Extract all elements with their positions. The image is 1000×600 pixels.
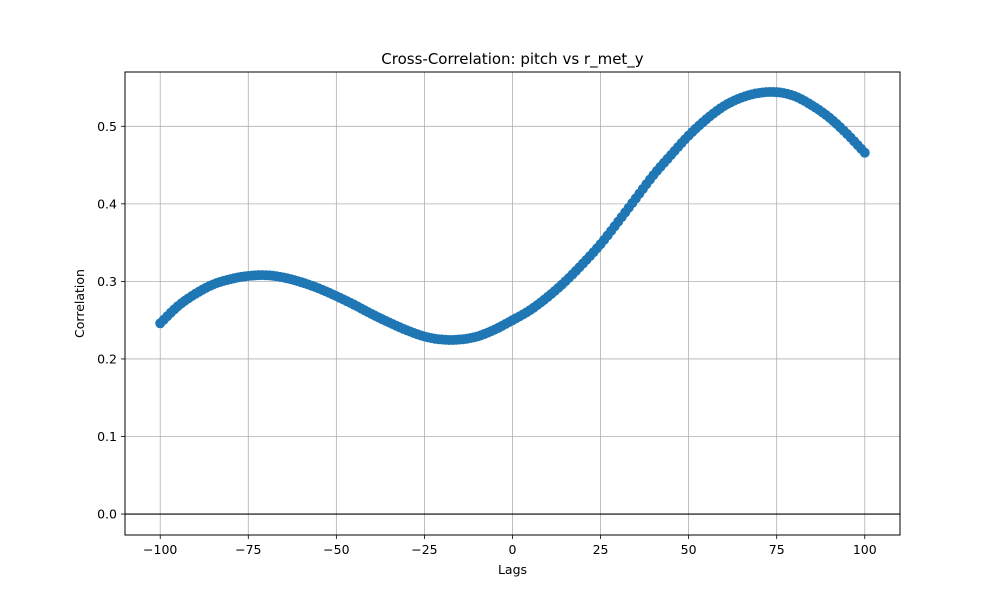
x-axis-ticks: −100 −75 −50 −25 0 25 50 75 100	[143, 535, 877, 557]
y-tick-label: 0.3	[97, 274, 117, 289]
x-tick-label: 75	[769, 542, 785, 557]
y-tick-label: 0.0	[97, 507, 117, 522]
y-tick-label: 0.4	[97, 196, 117, 211]
series-pitch-vs-r_met_y	[155, 86, 870, 345]
grid-lines	[125, 72, 900, 535]
x-tick-label: 100	[853, 542, 877, 557]
y-tick-label: 0.2	[97, 351, 117, 366]
y-tick-label: 0.5	[97, 119, 117, 134]
x-axis-label: Lags	[498, 562, 527, 577]
y-axis-ticks: 0.0 0.1 0.2 0.3 0.4 0.5	[97, 119, 125, 522]
x-tick-label: −50	[323, 542, 349, 557]
chart-title: Cross-Correlation: pitch vs r_met_y	[381, 50, 644, 69]
data-point	[859, 147, 870, 158]
y-tick-label: 0.1	[97, 429, 117, 444]
x-tick-label: −25	[411, 542, 437, 557]
x-tick-label: 0	[509, 542, 517, 557]
x-tick-label: −75	[235, 542, 261, 557]
x-tick-label: 25	[593, 542, 609, 557]
x-tick-label: −100	[143, 542, 177, 557]
y-axis-label: Correlation	[72, 269, 87, 338]
x-tick-label: 50	[681, 542, 697, 557]
